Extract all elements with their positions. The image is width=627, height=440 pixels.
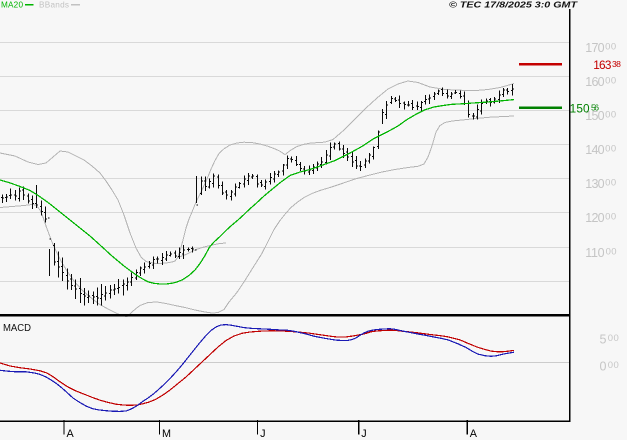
svg-text:500: 500	[600, 333, 619, 347]
svg-text:16000: 16000	[585, 75, 616, 89]
svg-text:MA20: MA20	[1, 0, 23, 9]
svg-text:17000: 17000	[585, 41, 616, 55]
svg-text:BBands: BBands	[39, 0, 69, 9]
svg-text:J: J	[260, 428, 265, 440]
svg-text:A: A	[470, 428, 478, 440]
svg-text:16338: 16338	[593, 58, 621, 72]
svg-text:11000: 11000	[585, 246, 616, 260]
svg-text:000: 000	[600, 360, 619, 374]
svg-text:14000: 14000	[585, 143, 616, 157]
svg-text:15000: 15000	[585, 109, 616, 123]
svg-text:MACD: MACD	[3, 323, 31, 334]
svg-text:12000: 12000	[585, 211, 616, 225]
svg-text:J: J	[361, 428, 366, 440]
svg-text:M: M	[162, 428, 171, 440]
svg-text:13000: 13000	[585, 177, 616, 191]
svg-text:© TEC 17/8/2025 3:0 GMT: © TEC 17/8/2025 3:0 GMT	[449, 0, 578, 10]
svg-text:15056: 15056	[570, 102, 600, 116]
svg-text:A: A	[67, 428, 75, 440]
